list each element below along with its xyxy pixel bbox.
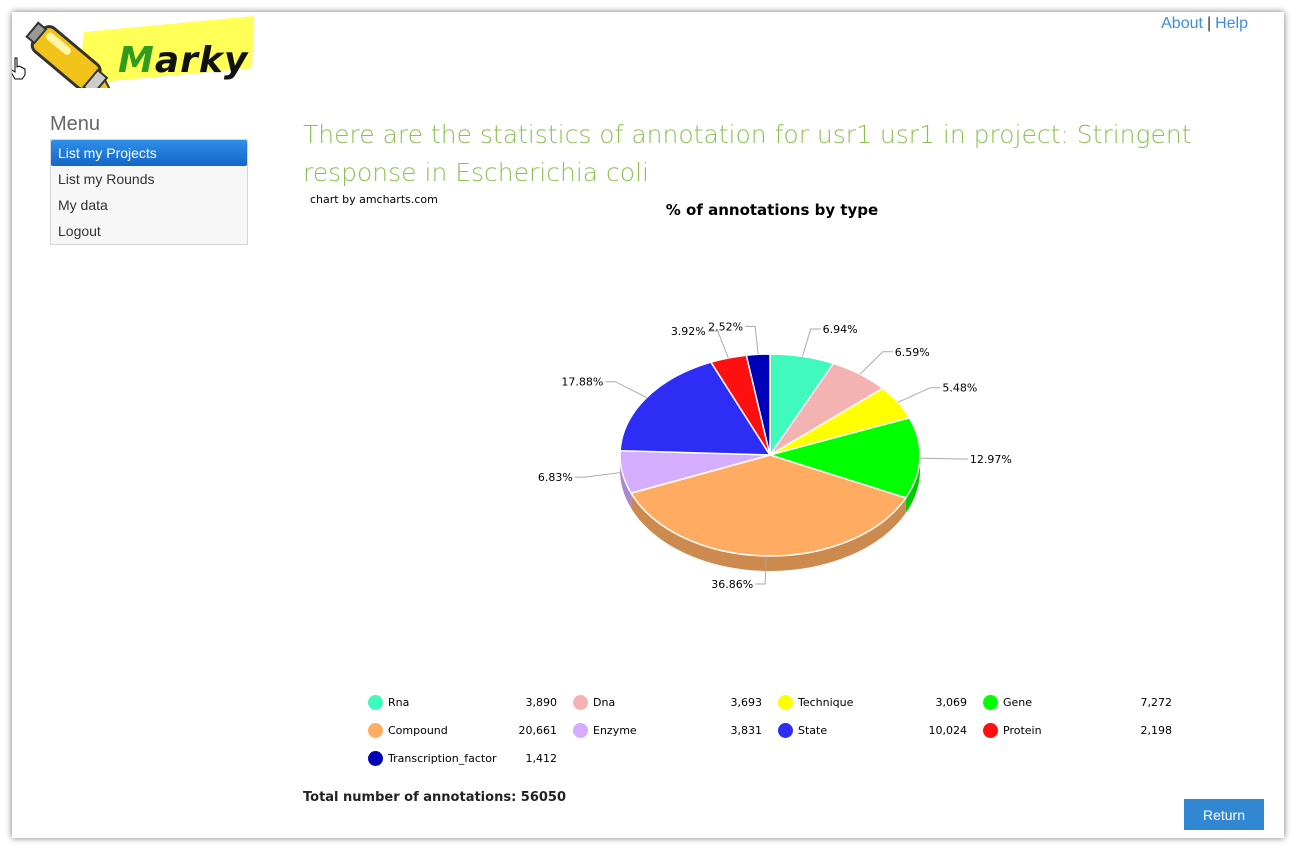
legend-item-rna[interactable]: Rna 3,890: [366, 692, 571, 712]
pie-slice-side-enzyme: [620, 455, 632, 509]
legend-marker: [368, 695, 383, 710]
legend-marker: [573, 723, 588, 738]
pie-slice-side-compound: [631, 493, 906, 572]
legend-label: Technique: [798, 696, 854, 709]
pie-slice-compound[interactable]: [629, 454, 908, 557]
legend-item-transcription_factor[interactable]: Transcription_factor 1,412: [366, 748, 571, 768]
chart-credit[interactable]: chart by amcharts.com: [310, 193, 438, 206]
pie-slice-side-gene: [905, 455, 920, 513]
legend-label: Transcription_factor: [388, 752, 497, 765]
top-links: About | Help: [1161, 15, 1248, 33]
legend-item-state[interactable]: State 10,024: [776, 720, 981, 740]
legend-value: 3,693: [730, 696, 763, 709]
pie-leader-line: [574, 471, 623, 478]
legend-item-gene[interactable]: Gene 7,272: [981, 692, 1186, 712]
legend-item-enzyme[interactable]: Enzyme 3,831: [571, 720, 776, 740]
pie-label-state: 17.88%: [561, 376, 603, 389]
menu-item-logout[interactable]: Logout: [58, 223, 101, 239]
about-link[interactable]: About: [1161, 15, 1203, 32]
pie-leader-line: [801, 328, 821, 357]
pie-label-protein: 3.92%: [671, 325, 706, 338]
page-title: There are the statistics of annotation f…: [303, 120, 1192, 187]
pie-leader-line: [755, 555, 767, 585]
return-button[interactable]: Return: [1184, 799, 1264, 830]
pie-leader-line: [859, 351, 893, 375]
pie-label-gene: 12.97%: [970, 453, 1012, 466]
legend-item-protein[interactable]: Protein 2,198: [981, 720, 1186, 740]
legend-label: Gene: [1003, 696, 1033, 709]
legend-marker: [778, 723, 793, 738]
legend-marker: [983, 695, 998, 710]
chart-title: % of annotations by type: [665, 201, 879, 219]
legend-value: 2,198: [1140, 724, 1173, 737]
marky-logo[interactable]: Marky: [18, 14, 254, 98]
legend-marker: [983, 723, 998, 738]
pie-label-enzyme: 6.83%: [538, 471, 573, 484]
pie-leader-line: [707, 330, 729, 359]
legend-marker: [368, 723, 383, 738]
pie-label-transcription_factor: 2.52%: [708, 320, 743, 333]
legend-label: Compound: [388, 724, 448, 737]
legend-value: 3,890: [525, 696, 558, 709]
legend-value: 7,272: [1140, 696, 1173, 709]
marker-icon: [25, 16, 254, 98]
legend-label: Rna: [388, 696, 410, 709]
legend-item-dna[interactable]: Dna 3,693: [571, 692, 776, 712]
pie-leader-line: [745, 325, 759, 355]
pie-leader-line: [919, 457, 968, 460]
hand-cursor-icon: [12, 57, 26, 80]
pie-leader-line: [605, 381, 647, 399]
legend-marker: [778, 695, 793, 710]
legend-marker: [368, 751, 383, 766]
link-separator: |: [1206, 15, 1212, 32]
legend-value: 10,024: [928, 724, 968, 737]
pie-label-dna: 6.59%: [895, 346, 930, 359]
legend-item-compound[interactable]: Compound 20,661: [366, 720, 571, 740]
app-window: Marky About | Help Menu List my Projects L…: [12, 12, 1284, 838]
legend-label: State: [798, 724, 828, 737]
sidebar-menu: List my Projects List my Rounds My data …: [50, 139, 248, 245]
legend-label: Dna: [593, 696, 616, 709]
total-annotations: Total number of annotations: 56050: [303, 790, 567, 805]
menu-title: Menu: [50, 113, 101, 135]
pie-label-compound: 36.86%: [711, 578, 753, 591]
pie-slice-state[interactable]: [619, 361, 772, 456]
legend-label: Enzyme: [593, 724, 637, 737]
legend-item-technique[interactable]: Technique 3,069: [776, 692, 981, 712]
legend-value: 3,069: [935, 696, 968, 709]
menu-item-list-my-projects[interactable]: List my Projects: [51, 140, 247, 166]
legend-value: 20,661: [518, 724, 558, 737]
legend-value: 1,412: [525, 752, 558, 765]
logo-text: Marky: [118, 40, 249, 81]
pie-leader-line: [897, 387, 941, 403]
pie-label-rna: 6.94%: [823, 323, 858, 336]
menu-item-list-my-rounds[interactable]: List my Rounds: [58, 171, 155, 187]
pie-slice-transcription_factor[interactable]: [745, 353, 771, 456]
pie-label-technique: 5.48%: [942, 382, 977, 395]
legend-marker: [573, 695, 588, 710]
pie-chart: 6.94% 6.59% 5.48% 12.97% 36.86% 6.83% 17.88% 3.…: [538, 320, 1012, 591]
help-link[interactable]: Help: [1215, 15, 1248, 32]
legend-label: Protein: [1003, 724, 1042, 737]
menu-item-my-data[interactable]: My data: [58, 197, 108, 213]
legend-value: 3,831: [730, 724, 763, 737]
